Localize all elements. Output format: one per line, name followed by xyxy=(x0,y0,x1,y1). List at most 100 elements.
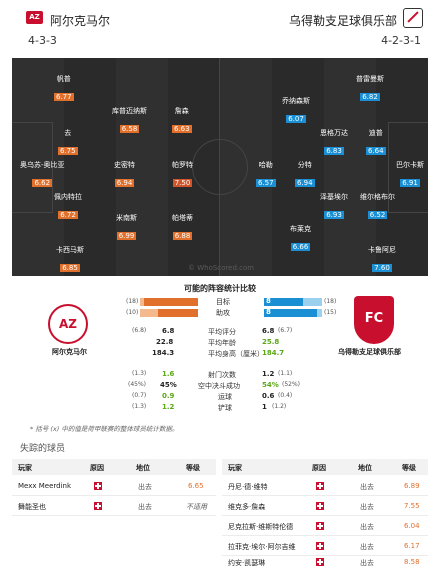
player-rating: 6.93 xyxy=(324,211,344,219)
home-team-crest[interactable]: AZ xyxy=(48,304,88,344)
home-player[interactable]: 米南斯 6.99 xyxy=(116,213,137,242)
away-team-crest[interactable]: FC xyxy=(354,296,394,344)
away-player[interactable]: 维尔格布尔 6.52 xyxy=(360,192,395,221)
player-name: 分特 xyxy=(297,161,312,169)
stat-home-value: 22.8 xyxy=(156,338,174,346)
away-player[interactable]: 普雷曼斯 6.82 xyxy=(356,74,384,103)
stat-label: 空中决斗成功 xyxy=(198,382,240,390)
player-rating: 6.63 xyxy=(172,125,192,133)
stat-away-value: 25.8 xyxy=(262,338,280,346)
away-formation: 4-2-3-1 xyxy=(381,34,421,47)
stat-home-value: 0.9 xyxy=(162,392,175,400)
home-team-label: 阿尔克马尔 xyxy=(52,348,87,356)
home-player[interactable]: 詹森 6.63 xyxy=(172,106,192,135)
player-name: 去 xyxy=(64,129,72,137)
player-rating: 6.85 xyxy=(60,264,80,272)
stat-label: 射门次数 xyxy=(208,371,236,379)
missing-player-status: 出去 xyxy=(360,559,374,567)
player-name: 普雷曼斯 xyxy=(356,75,384,83)
away-player[interactable]: 迪普 6.64 xyxy=(366,128,386,157)
goals-home-bar xyxy=(144,298,198,306)
player-name: 佩内特拉 xyxy=(54,193,82,201)
goals-home-avg: (18) xyxy=(126,298,139,305)
missing-player-name[interactable]: 约安·凯瑟琳 xyxy=(228,559,266,567)
stat-home-value: 45% xyxy=(160,381,177,389)
missing-player-name[interactable]: 拉菲克·埃尔·阿尔吉维 xyxy=(228,543,296,551)
away-box-line xyxy=(388,212,428,213)
missing-player-status: 出去 xyxy=(360,483,374,491)
header-status: 地位 xyxy=(358,464,372,472)
away-team-name[interactable]: 乌得勒支足球俱乐部 xyxy=(288,14,397,28)
goals-away-value: 8 xyxy=(266,297,271,305)
stat-away-sub: (0.4) xyxy=(278,392,293,399)
stat-away-value: 54% xyxy=(262,381,279,389)
missing-player-name[interactable]: 丹尼·德·维特 xyxy=(228,483,268,491)
missing-player-rating: 6.89 xyxy=(404,482,420,490)
player-rating: 6.82 xyxy=(360,93,380,101)
home-player[interactable]: 奥乌苏-奥比亚 6.62 xyxy=(20,160,65,189)
header-reason: 原因 xyxy=(312,464,326,472)
home-player[interactable]: 帕罗特 7.50 xyxy=(172,160,193,189)
missing-player-name[interactable]: Mexx Meerdink xyxy=(18,482,72,490)
away-player[interactable]: 卡鲁阿尼 7.60 xyxy=(368,245,396,274)
missing-player-row[interactable]: 尼克拉斯·维斯特伦德 出去 6.04 xyxy=(222,516,428,536)
home-player[interactable]: 帕塔蒂 6.88 xyxy=(172,213,193,242)
player-rating: 6.66 xyxy=(290,243,311,251)
missing-player-row[interactable]: 舞能圣也 出去 不适用 xyxy=(12,496,216,516)
missing-player-row[interactable]: 约安·凯瑟琳 出去 8.58 xyxy=(222,552,428,572)
missing-player-row[interactable]: 丹尼·德·维特 出去 6.89 xyxy=(222,476,428,496)
player-name: 詹森 xyxy=(174,107,189,115)
home-player[interactable]: 史密特 6.94 xyxy=(114,160,135,189)
stat-home-value: 184.3 xyxy=(152,349,175,357)
player-name: 史密特 xyxy=(114,161,135,169)
stat-home-sub: (45%) xyxy=(128,381,147,388)
player-name: 卡鲁阿尼 xyxy=(368,246,396,254)
stat-label: 平均身高（厘米） xyxy=(208,350,264,358)
player-name: 帆普 xyxy=(56,75,71,83)
player-rating: 7.60 xyxy=(372,264,392,272)
player-name: 乔纳森斯 xyxy=(282,97,310,105)
missing-player-row[interactable]: 维克多·詹森 出去 7.55 xyxy=(222,496,428,516)
away-player[interactable]: 乔纳森斯 6.07 xyxy=(282,96,310,125)
missing-player-rating: 6.17 xyxy=(404,542,420,550)
missing-players-title: 失踪的球员 xyxy=(20,444,66,454)
home-team-logo[interactable]: AZ xyxy=(26,11,43,24)
player-name: 卡西马斯 xyxy=(56,246,84,254)
missing-player-name[interactable]: 维克多·詹森 xyxy=(228,503,266,511)
away-team-logo[interactable] xyxy=(403,8,423,28)
missing-player-name[interactable]: 舞能圣也 xyxy=(18,503,46,511)
away-missing-header: 玩家 原因 地位 等级 xyxy=(222,459,428,475)
missing-player-rating: 7.55 xyxy=(404,502,420,510)
away-crest-text: FC xyxy=(364,311,384,326)
away-player[interactable]: 布莱克 6.66 xyxy=(290,224,311,253)
away-player[interactable]: 泽基埃尔 6.93 xyxy=(320,192,348,221)
home-player[interactable]: 库普迈纳斯 6.58 xyxy=(112,106,147,135)
goals-away-avg: (18) xyxy=(324,298,337,305)
home-player[interactable]: 去 6.75 xyxy=(58,128,78,157)
away-player[interactable]: 恩格万达 6.83 xyxy=(320,128,348,157)
stat-away-value: 184.7 xyxy=(262,349,285,357)
player-rating: 6.52 xyxy=(367,211,388,219)
missing-player-name[interactable]: 尼克拉斯·维斯特伦德 xyxy=(228,523,294,531)
home-player[interactable]: 佩内特拉 6.72 xyxy=(54,192,82,221)
assists-home-bar xyxy=(158,309,198,317)
away-player[interactable]: 巴尔卡斯 6.91 xyxy=(396,160,424,189)
header-status: 地位 xyxy=(136,464,150,472)
home-player[interactable]: 卡西马斯 6.85 xyxy=(56,245,84,274)
away-player[interactable]: 哈勒 6.57 xyxy=(256,160,276,189)
player-rating: 6.94 xyxy=(114,179,135,187)
stat-away-value: 6.8 xyxy=(262,327,275,335)
away-player[interactable]: 分特 6.94 xyxy=(295,160,315,189)
stat-home-sub: (1.3) xyxy=(132,370,147,377)
player-rating: 6.88 xyxy=(172,232,193,240)
away-box-line xyxy=(388,122,389,213)
missing-player-row[interactable]: Mexx Meerdink 出去 6.65 xyxy=(12,476,216,496)
assists-away-avg: (15) xyxy=(324,309,337,316)
home-missing-header: 玩家 原因 地位 等级 xyxy=(12,459,216,475)
missing-player-row[interactable]: 拉菲克·埃尔·阿尔吉维 出去 6.17 xyxy=(222,536,428,556)
home-player[interactable]: 帆普 6.77 xyxy=(54,74,74,103)
home-crest-text: AZ xyxy=(59,317,77,331)
home-team-name[interactable]: 阿尔克马尔 xyxy=(50,14,111,28)
header-player: 玩家 xyxy=(228,464,242,472)
